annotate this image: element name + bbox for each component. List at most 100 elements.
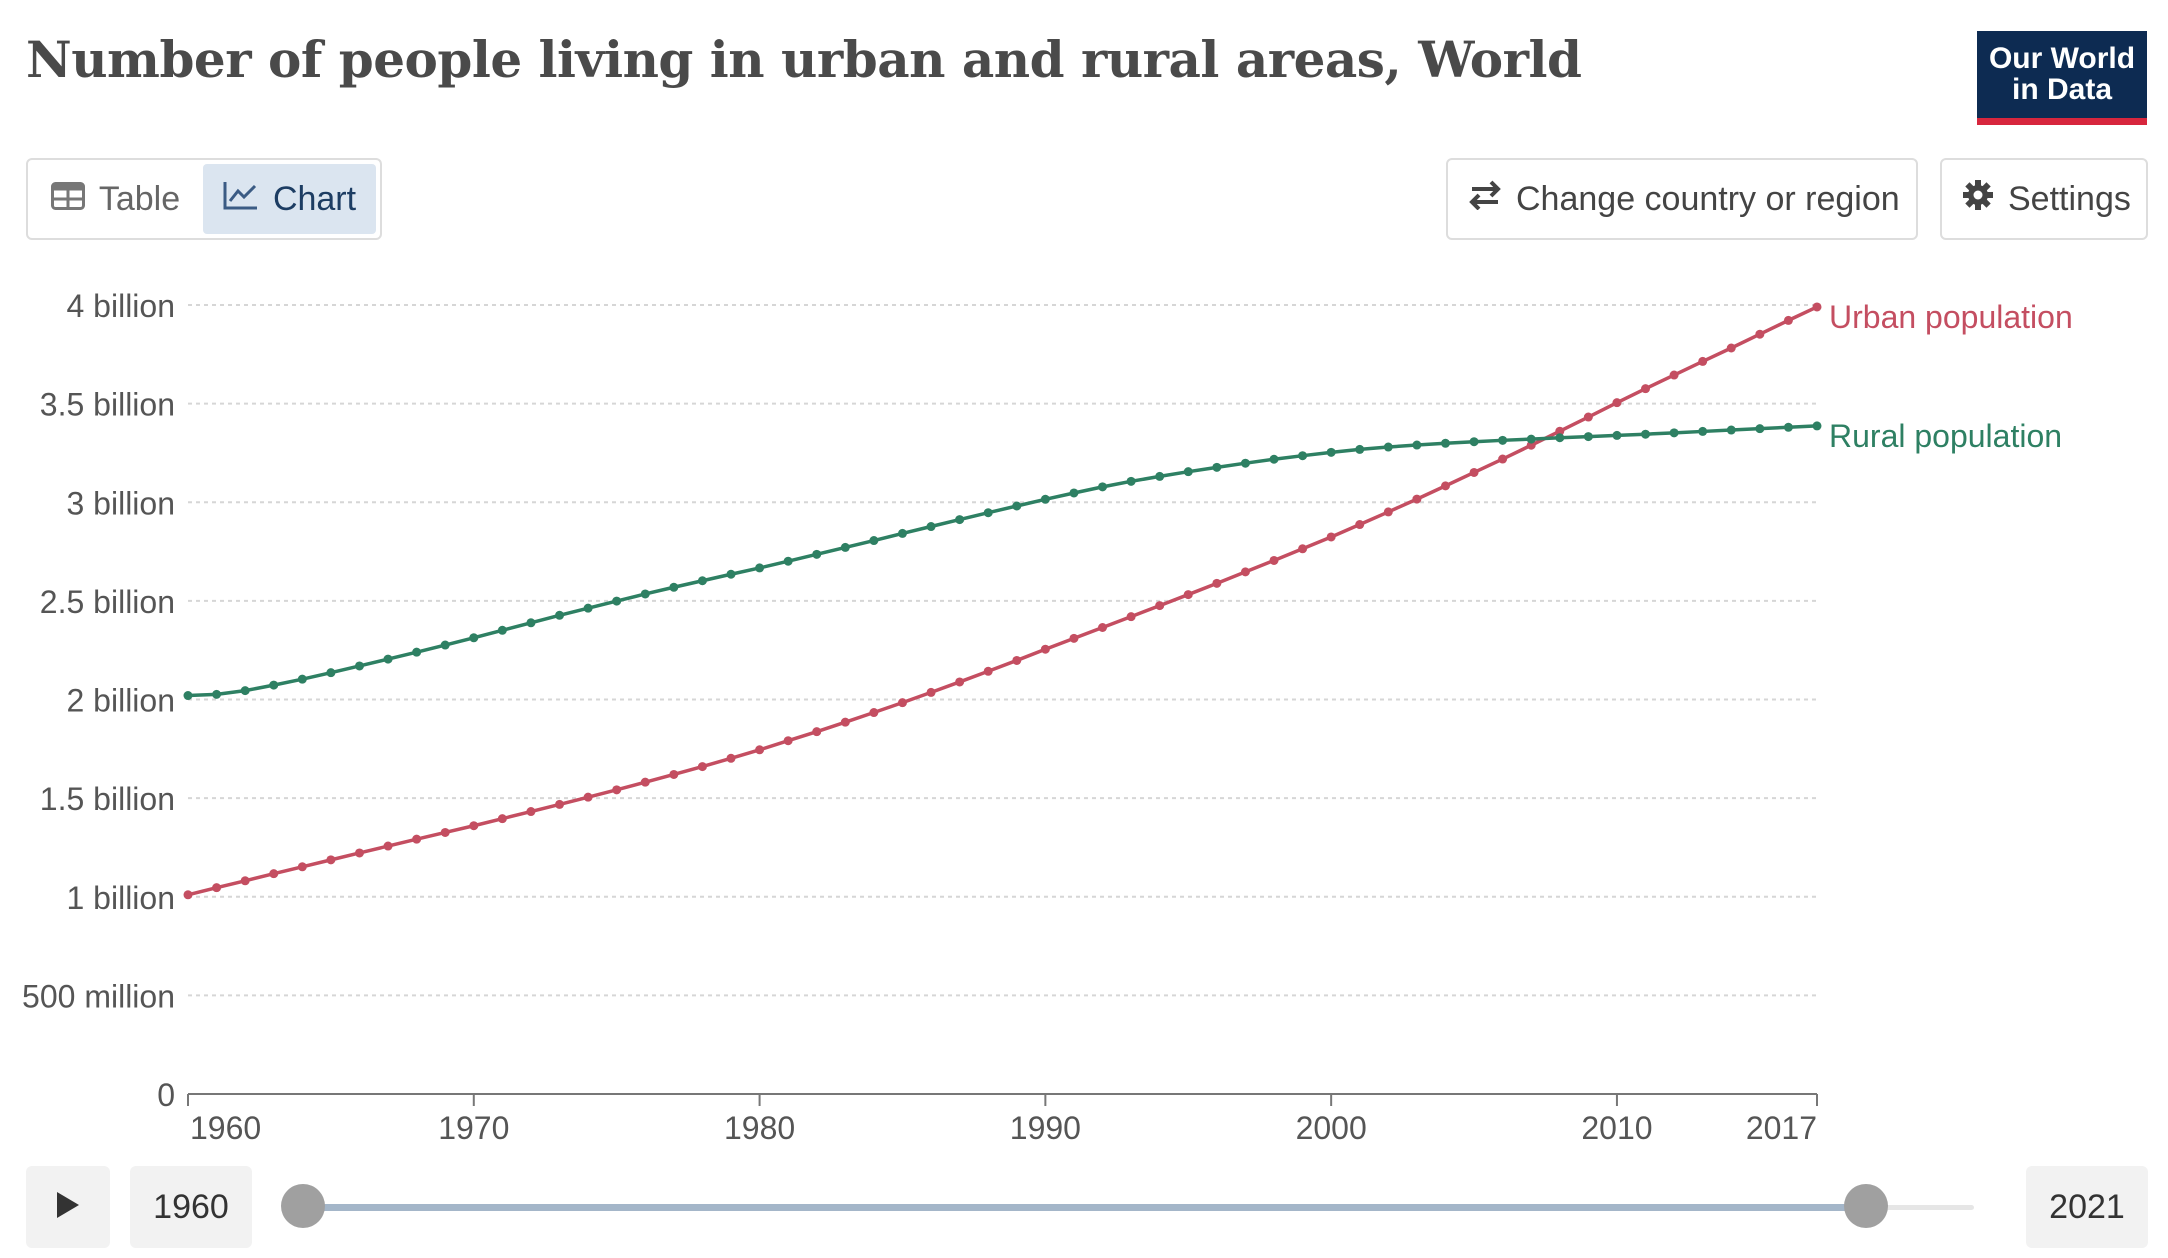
data-point xyxy=(1155,601,1165,611)
settings-button[interactable]: Settings xyxy=(1940,158,2148,240)
play-icon xyxy=(55,1190,81,1225)
data-point xyxy=(1698,426,1708,436)
y-tick-label: 2 billion xyxy=(66,683,175,719)
data-point xyxy=(1812,421,1822,431)
y-tick-label: 500 million xyxy=(22,978,175,1014)
data-point xyxy=(240,876,250,886)
data-point xyxy=(1240,458,1250,468)
data-point xyxy=(926,522,936,532)
tab-table-label: Table xyxy=(98,179,181,218)
data-point xyxy=(1155,471,1165,481)
data-point xyxy=(755,563,765,573)
data-point xyxy=(1812,302,1822,312)
data-point xyxy=(1469,467,1479,477)
data-point xyxy=(1183,467,1193,477)
timeline-end-year[interactable]: 2021 xyxy=(2026,1166,2148,1248)
tab-chart[interactable]: Chart xyxy=(203,164,376,234)
data-point xyxy=(1298,451,1308,461)
data-point xyxy=(183,890,193,900)
data-point xyxy=(783,736,793,746)
data-point xyxy=(783,556,793,566)
data-point xyxy=(1726,425,1736,435)
data-point xyxy=(1012,655,1022,665)
change-country-button[interactable]: Change country or region xyxy=(1446,158,1918,240)
data-point xyxy=(697,576,707,586)
data-point xyxy=(1212,462,1222,472)
data-point xyxy=(1469,437,1479,447)
data-point xyxy=(812,727,822,737)
data-point xyxy=(326,668,336,678)
timeline-start-handle[interactable] xyxy=(281,1184,325,1228)
x-axis: 1960 1970 1980 1990 2000 2010 2017 xyxy=(187,1093,1818,1146)
data-point xyxy=(1098,623,1108,633)
data-point xyxy=(412,834,422,844)
data-point xyxy=(583,603,593,613)
series-lines xyxy=(187,305,1818,897)
data-point xyxy=(869,536,879,546)
x-tick-label: 1990 xyxy=(1010,1110,1081,1146)
data-point xyxy=(1069,488,1079,498)
tab-table[interactable]: Table xyxy=(32,164,199,234)
data-point xyxy=(1098,482,1108,492)
timeline-end-handle[interactable] xyxy=(1844,1184,1888,1228)
change-country-label: Change country or region xyxy=(1516,179,1900,218)
logo-line-1: Our World xyxy=(1988,42,2136,75)
grid-lines xyxy=(188,304,1817,997)
data-point xyxy=(983,508,993,518)
data-point xyxy=(354,661,364,671)
data-point xyxy=(1412,494,1422,504)
data-point xyxy=(269,680,279,690)
x-tick-label: 1960 xyxy=(190,1110,261,1146)
data-point xyxy=(354,848,364,858)
data-point xyxy=(1126,612,1136,622)
x-tick-label: 1970 xyxy=(438,1110,509,1146)
tab-chart-label: Chart xyxy=(272,179,357,218)
data-point xyxy=(269,869,279,879)
data-point xyxy=(555,610,565,620)
data-point xyxy=(755,745,765,755)
data-point xyxy=(412,647,422,657)
data-point xyxy=(1783,315,1793,325)
data-point xyxy=(469,633,479,643)
data-point xyxy=(1069,633,1079,643)
play-button[interactable] xyxy=(26,1166,110,1248)
data-point xyxy=(640,777,650,787)
data-point xyxy=(583,792,593,802)
data-point xyxy=(497,625,507,635)
view-tabs: Table Chart xyxy=(26,158,382,240)
data-point xyxy=(955,677,965,687)
data-point xyxy=(440,640,450,650)
data-point xyxy=(1040,494,1050,504)
owid-logo[interactable]: Our World in Data xyxy=(1977,31,2147,125)
data-point xyxy=(1612,430,1622,440)
data-point xyxy=(383,654,393,664)
data-point xyxy=(612,785,622,795)
data-point xyxy=(1126,476,1136,486)
data-point xyxy=(526,807,536,817)
data-point xyxy=(440,827,450,837)
data-point xyxy=(555,799,565,809)
data-point xyxy=(726,569,736,579)
page-title: Number of people living in urban and rur… xyxy=(26,30,1582,89)
data-point xyxy=(1440,481,1450,491)
data-point xyxy=(869,708,879,718)
data-point xyxy=(1269,555,1279,565)
data-point xyxy=(812,549,822,559)
data-point xyxy=(326,855,336,865)
data-point xyxy=(1755,424,1765,434)
data-point xyxy=(1012,501,1022,511)
series-label: Rural population xyxy=(1829,418,2062,454)
data-point xyxy=(1612,398,1622,408)
data-point xyxy=(526,618,536,628)
data-point xyxy=(1383,442,1393,452)
data-point xyxy=(240,686,250,696)
x-tick-label: 2017 xyxy=(1746,1110,1817,1146)
data-point xyxy=(983,666,993,676)
series-line-rural xyxy=(187,424,1818,698)
y-tick-label: 0 xyxy=(157,1077,175,1113)
timeline-start-year[interactable]: 1960 xyxy=(130,1166,252,1248)
series-points xyxy=(183,302,1822,900)
data-point xyxy=(840,542,850,552)
data-point xyxy=(1641,429,1651,439)
data-point xyxy=(926,687,936,697)
